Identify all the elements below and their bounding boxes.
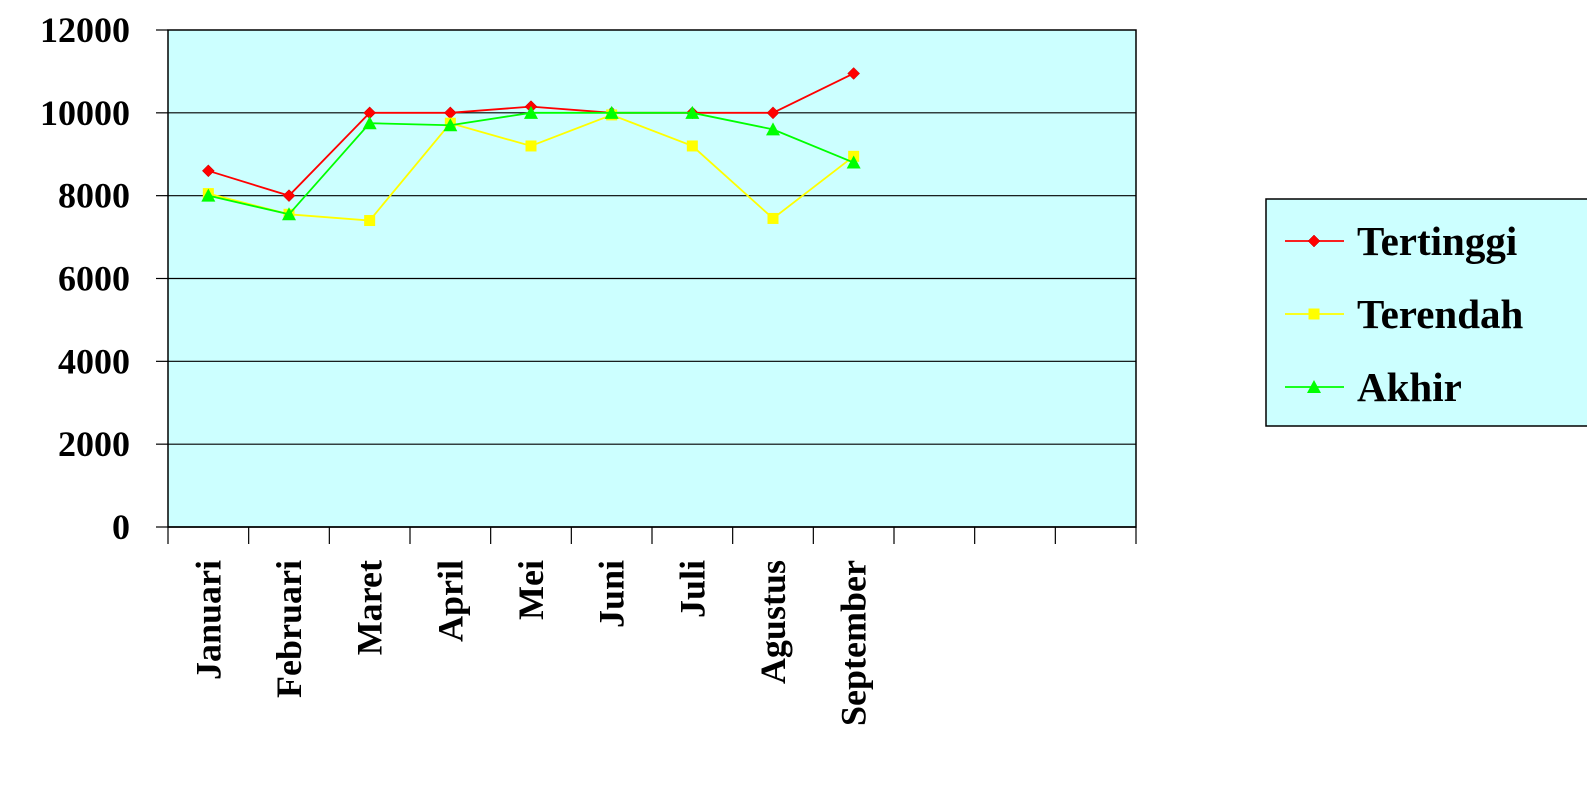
y-tick-label: 10000 <box>40 93 130 133</box>
data-point <box>282 207 296 221</box>
x-tick-label: Februari <box>269 560 309 698</box>
series-akhir <box>201 105 861 221</box>
axes: 0 2000 4000 6000 8000 10000 12000 Januari Februa… <box>40 10 1137 726</box>
legend-marker <box>1308 308 1320 320</box>
y-tick-label: 4000 <box>58 341 130 381</box>
legend-item-akhir: Akhir <box>1285 364 1462 410</box>
data-point <box>201 188 216 202</box>
y-tick-label: 12000 <box>40 10 130 50</box>
data-point <box>847 67 861 80</box>
legend-item-tertinggi: Tertinggi <box>1285 218 1517 264</box>
legend-marker <box>1307 234 1321 248</box>
y-tick-label: 0 <box>112 507 130 547</box>
x-tick-label: Mei <box>511 560 551 620</box>
legend: Tertinggi Terendah Akhir <box>1265 198 1587 427</box>
legend-label: Akhir <box>1357 364 1462 410</box>
x-tick-label: Maret <box>350 560 390 655</box>
y-tick-label: 8000 <box>58 176 130 216</box>
data-point <box>364 215 376 227</box>
data-point <box>201 164 215 178</box>
data-point <box>686 140 698 152</box>
data-point <box>846 155 861 169</box>
data-point <box>766 122 780 136</box>
legend-label: Terendah <box>1357 291 1524 337</box>
legend-marker <box>1307 380 1321 393</box>
legend-label: Tertinggi <box>1357 218 1517 264</box>
x-tick-label: September <box>834 560 874 726</box>
data-point <box>525 140 537 152</box>
data-point <box>685 105 700 119</box>
data-point <box>524 105 538 119</box>
data-point <box>443 118 458 132</box>
x-tick-label: Juli <box>672 560 712 618</box>
x-tick-label: Januari <box>188 560 228 680</box>
data-point <box>766 106 780 120</box>
data-point <box>767 212 779 224</box>
y-tick-label: 2000 <box>58 424 130 464</box>
data-point <box>282 189 296 203</box>
y-tick-label: 6000 <box>58 259 130 299</box>
legend-item-terendah: Terendah <box>1285 291 1524 337</box>
series <box>201 67 861 227</box>
x-tick-label: Agustus <box>753 560 793 684</box>
x-tick-label: April <box>430 560 470 642</box>
x-tick-label: Juni <box>592 560 632 628</box>
data-point <box>362 116 377 130</box>
data-point <box>604 105 619 119</box>
legend-box <box>1265 198 1587 427</box>
